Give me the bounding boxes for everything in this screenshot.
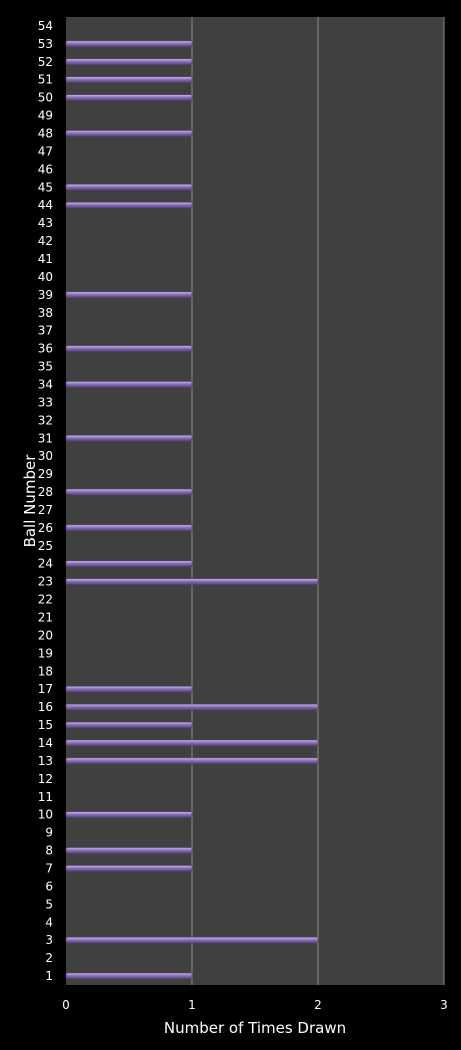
y-tick-label: 3	[45, 933, 53, 947]
y-tick-label: 1	[45, 969, 53, 983]
y-tick-label: 13	[38, 754, 53, 768]
y-tick-label: 4	[45, 915, 53, 929]
y-tick-label: 2	[45, 951, 53, 965]
y-tick-label: 41	[38, 252, 53, 266]
y-tick-label: 38	[38, 306, 53, 320]
bar	[65, 488, 193, 496]
y-tick-label: 15	[38, 718, 53, 732]
y-tick-label: 28	[38, 485, 53, 499]
y-tick-label: 20	[38, 628, 53, 642]
y-tick-label: 9	[45, 826, 53, 840]
y-tick-label: 22	[38, 593, 53, 607]
bar	[65, 524, 193, 532]
y-tick-label: 19	[38, 646, 53, 660]
x-tick-label: 2	[314, 998, 322, 1012]
plot-area	[66, 17, 444, 985]
bars	[65, 40, 319, 980]
y-tick-label: 34	[38, 377, 53, 391]
y-tick-label: 45	[38, 180, 53, 194]
x-tick-label: 3	[440, 998, 448, 1012]
y-tick-label: 42	[38, 234, 53, 248]
x-tick-label: 1	[188, 998, 196, 1012]
y-tick-label: 8	[45, 844, 53, 858]
y-tick-label: 14	[38, 736, 53, 750]
bar	[65, 721, 193, 729]
bar	[65, 130, 193, 137]
y-tick-label: 40	[38, 270, 53, 284]
y-tick-label: 54	[38, 19, 53, 33]
y-tick-label: 49	[38, 109, 53, 123]
y-tick-label: 37	[38, 324, 53, 338]
y-tick-label: 31	[38, 431, 53, 445]
bar	[65, 578, 319, 585]
bar	[65, 94, 193, 101]
y-tick-label: 29	[38, 467, 53, 481]
y-tick-label: 21	[38, 611, 53, 625]
y-axis-label: Ball Number	[21, 454, 39, 548]
y-tick-label: 36	[38, 342, 53, 356]
y-tick-label: 44	[38, 198, 53, 212]
y-tick-label: 39	[38, 288, 53, 302]
y-tick-label: 32	[38, 413, 53, 427]
bar	[65, 847, 193, 854]
bar	[65, 972, 193, 980]
x-axis-label: Number of Times Drawn	[164, 1019, 346, 1037]
y-tick-label: 27	[38, 503, 53, 517]
bar	[65, 381, 193, 388]
y-tick-label: 6	[45, 879, 53, 893]
y-tick-label: 33	[38, 395, 53, 409]
y-tick-label: 52	[38, 55, 53, 69]
bar	[65, 811, 193, 818]
bar	[65, 76, 193, 83]
y-tick-label: 26	[38, 521, 53, 535]
bar	[65, 58, 193, 66]
bar	[65, 560, 193, 567]
y-tick-label: 35	[38, 360, 53, 374]
y-tick-label: 7	[45, 861, 53, 875]
bar	[65, 757, 319, 765]
y-tick-labels: 1234567891011121314151617181920212223242…	[38, 19, 53, 983]
bar	[65, 40, 193, 48]
x-tick-labels: 0 1 2 3	[62, 998, 448, 1012]
bar	[65, 739, 319, 747]
y-tick-label: 47	[38, 144, 53, 158]
bar	[65, 703, 319, 711]
gridlines	[191, 17, 445, 985]
y-tick-label: 24	[38, 557, 53, 571]
bar	[65, 184, 193, 191]
y-tick-label: 18	[38, 664, 53, 678]
y-tick-label: 12	[38, 772, 53, 786]
y-tick-label: 25	[38, 539, 53, 553]
y-tick-label: 10	[38, 808, 53, 822]
y-tick-label: 46	[38, 162, 53, 176]
bar	[65, 435, 193, 442]
y-tick-label: 50	[38, 91, 53, 105]
bar	[65, 201, 193, 209]
bar	[65, 865, 193, 872]
bar	[65, 685, 193, 693]
y-tick-label: 23	[38, 575, 53, 589]
y-tick-label: 16	[38, 700, 53, 714]
y-tick-label: 53	[38, 37, 53, 51]
y-tick-label: 51	[38, 73, 53, 87]
bar	[65, 936, 319, 944]
y-tick-label: 43	[38, 216, 53, 230]
y-tick-label: 5	[45, 897, 53, 911]
bar	[65, 345, 193, 352]
y-tick-label: 17	[38, 682, 53, 696]
y-tick-label: 30	[38, 449, 53, 463]
y-tick-label: 11	[38, 790, 53, 804]
y-tick-label: 48	[38, 127, 53, 141]
bar	[65, 291, 193, 299]
x-tick-label: 0	[62, 998, 70, 1012]
